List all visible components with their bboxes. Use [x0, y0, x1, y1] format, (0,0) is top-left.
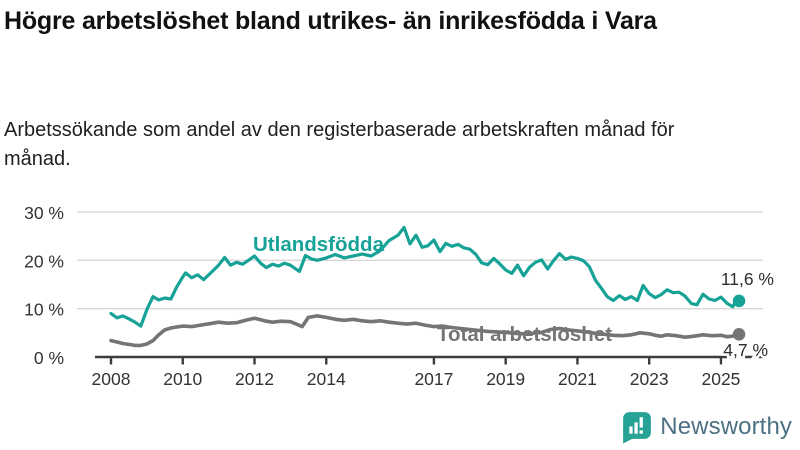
end-dot-total [732, 327, 746, 341]
x-tick-label-2014: 2014 [307, 369, 346, 389]
end-value-label-total: 4,7 % [723, 340, 768, 360]
series-line-utlandsfodda [109, 225, 738, 328]
page-title: Högre arbetslöshet bland utrikes- än inr… [4, 7, 657, 35]
newsworthy-logo-icon [620, 409, 653, 445]
x-tick-label-2010: 2010 [163, 369, 202, 389]
x-tick-label-2012: 2012 [235, 369, 274, 389]
x-tick-label-2019: 2019 [486, 369, 525, 389]
end-dot-utlandsfodda [732, 294, 746, 308]
series-line-total [109, 314, 738, 348]
y-tick-label-10: 10 % [24, 300, 64, 320]
y-tick-label-0: 0 % [34, 348, 64, 368]
end-value-label-utlandsfodda: 11,6 % [721, 269, 774, 289]
y-tick-label-20: 20 % [24, 251, 64, 271]
series-label-total: Total arbetslöshet [437, 323, 612, 346]
x-tick-label-2017: 2017 [414, 369, 453, 389]
series-label-utlandsfodda: Utlandsfödda [253, 233, 385, 256]
x-tick-label-2023: 2023 [630, 369, 669, 389]
x-tick-label-2021: 2021 [558, 369, 597, 389]
y-tick-label-30: 30 % [24, 203, 64, 223]
x-tick-label-2025: 2025 [701, 369, 740, 389]
x-tick-label-2008: 2008 [92, 369, 131, 389]
newsworthy-brand-text: Newsworthy [660, 413, 792, 440]
newsworthy-logo[interactable]: Newsworthy [620, 408, 792, 446]
page-subtitle: Arbetssökande som andel av den registerb… [4, 119, 675, 170]
